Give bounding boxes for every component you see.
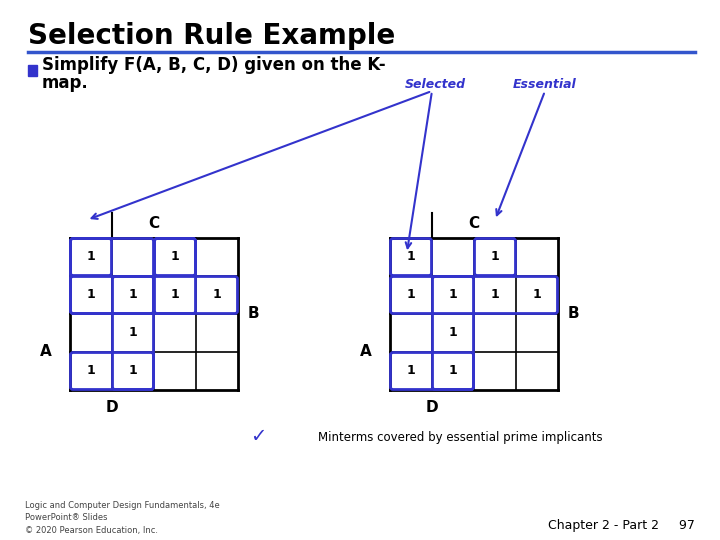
Text: 1: 1: [533, 288, 541, 301]
Text: 1: 1: [171, 288, 179, 301]
Text: 1: 1: [171, 251, 179, 264]
Text: 1: 1: [129, 327, 138, 340]
Text: D: D: [426, 400, 438, 415]
Text: 1: 1: [449, 364, 457, 377]
Text: Selection Rule Example: Selection Rule Example: [28, 22, 395, 50]
Text: 1: 1: [490, 288, 500, 301]
Text: Logic and Computer Design Fundamentals, 4e
PowerPoint® Slides
© 2020 Pearson Edu: Logic and Computer Design Fundamentals, …: [25, 501, 220, 535]
Text: 1: 1: [449, 288, 457, 301]
FancyBboxPatch shape: [28, 65, 37, 76]
Text: B: B: [568, 307, 580, 321]
Text: A: A: [360, 345, 372, 360]
Text: Minterms covered by essential prime implicants: Minterms covered by essential prime impl…: [318, 430, 603, 443]
Text: 1: 1: [449, 327, 457, 340]
Text: C: C: [469, 216, 480, 231]
Text: Simplify F(A, B, C, D) given on the K-: Simplify F(A, B, C, D) given on the K-: [42, 56, 386, 74]
Text: Chapter 2 - Part 2     97: Chapter 2 - Part 2 97: [548, 518, 695, 531]
Text: D: D: [106, 400, 118, 415]
Text: ✓: ✓: [250, 428, 266, 447]
Text: 1: 1: [129, 364, 138, 377]
Text: Essential: Essential: [513, 78, 577, 91]
Text: B: B: [248, 307, 260, 321]
Text: Selected: Selected: [405, 78, 466, 91]
Text: 1: 1: [129, 288, 138, 301]
Text: 1: 1: [86, 364, 95, 377]
Text: 1: 1: [490, 251, 500, 264]
Text: map.: map.: [42, 74, 89, 92]
Text: 1: 1: [212, 288, 221, 301]
Text: A: A: [40, 345, 52, 360]
Text: 1: 1: [86, 251, 95, 264]
Text: 1: 1: [407, 288, 415, 301]
Text: 1: 1: [407, 364, 415, 377]
Text: 1: 1: [86, 288, 95, 301]
Text: 1: 1: [407, 251, 415, 264]
Text: C: C: [148, 216, 160, 231]
